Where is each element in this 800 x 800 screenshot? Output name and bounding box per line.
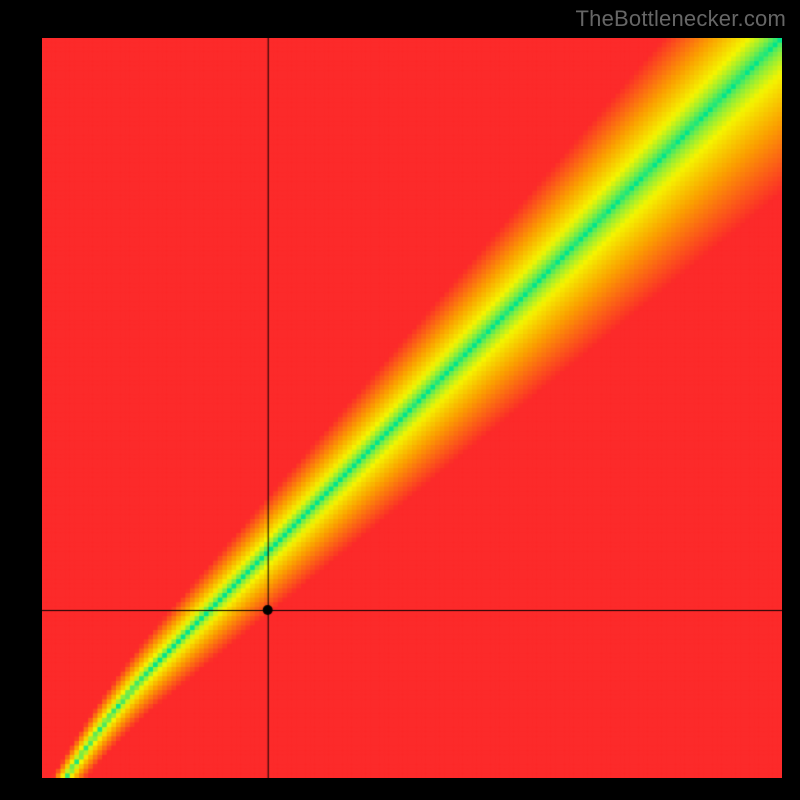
chart-container: { "watermark": { "text": "TheBottlenecke… [0, 0, 800, 800]
bottleneck-heatmap [42, 38, 782, 778]
watermark-text: TheBottlenecker.com [576, 6, 786, 32]
